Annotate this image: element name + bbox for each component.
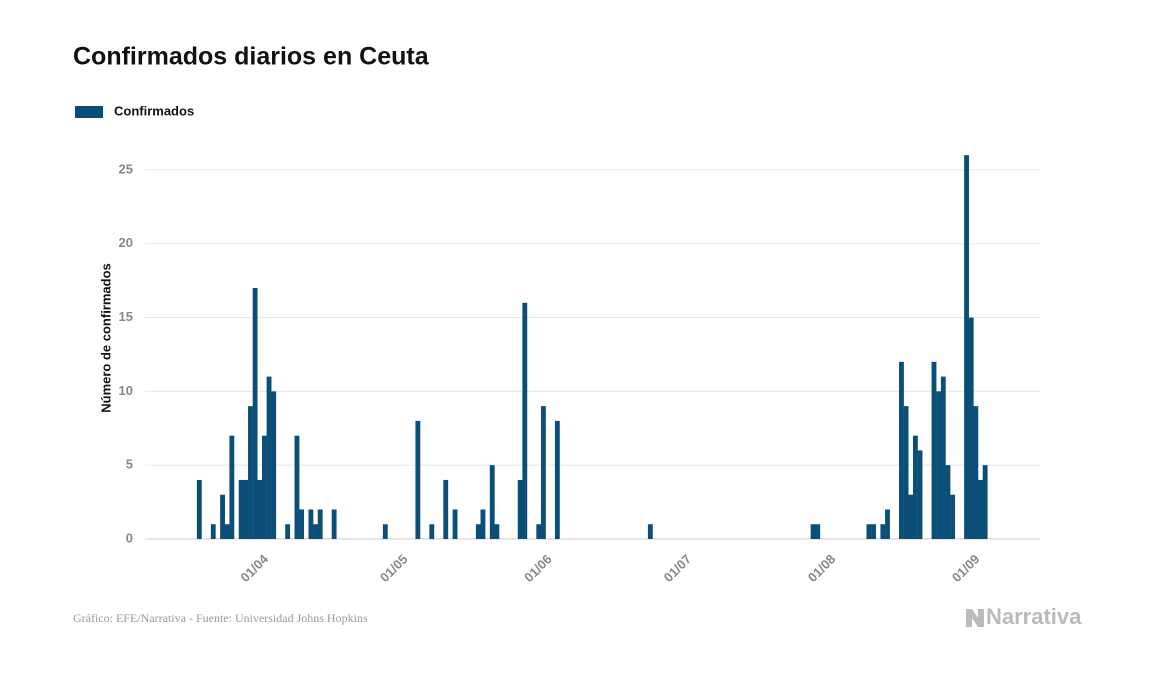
x-tick-label: 01/09: [949, 551, 983, 585]
x-tick-label: 01/05: [377, 551, 411, 585]
y-tick-label: 0: [126, 530, 133, 545]
bar: [317, 509, 323, 539]
logo: Narrativa: [986, 604, 1082, 629]
bar: [494, 524, 500, 539]
bar: [978, 479, 983, 539]
bar: [308, 509, 314, 539]
bar: [982, 465, 988, 539]
logo-icon: [966, 609, 984, 627]
chart-title: Confirmados diarios en Ceuta: [73, 43, 430, 71]
bar: [536, 524, 542, 539]
bar: [940, 376, 946, 539]
bar: [299, 509, 305, 539]
bar: [489, 465, 495, 539]
legend-swatch: [75, 106, 103, 118]
bar: [917, 450, 923, 539]
bar: [266, 376, 272, 539]
bar: [257, 479, 263, 539]
bar: [452, 509, 458, 539]
y-tick-label: 20: [119, 235, 133, 250]
bar: [210, 524, 216, 539]
bar: [220, 494, 225, 539]
bar: [480, 509, 486, 539]
bar: [429, 524, 435, 539]
bar: [224, 524, 230, 539]
bar: [950, 494, 956, 539]
bar: [238, 479, 244, 539]
bar: [880, 524, 886, 539]
bar: [522, 302, 528, 539]
bar: [382, 524, 388, 539]
bar: [415, 420, 421, 539]
y-tick-label: 10: [119, 383, 133, 398]
bar: [936, 391, 942, 539]
bar: [443, 479, 449, 539]
bar: [252, 288, 258, 539]
bar: [313, 524, 318, 539]
bar: [908, 494, 914, 539]
x-tick-label: 01/08: [805, 551, 839, 585]
bar: [229, 435, 235, 539]
bar: [903, 406, 909, 539]
bar: [815, 524, 821, 539]
x-tick-label: 01/06: [521, 551, 555, 585]
bar: [885, 509, 890, 539]
bar: [554, 420, 560, 539]
bar: [517, 479, 523, 539]
bar: [196, 479, 202, 539]
bar: [973, 406, 979, 539]
bar: [912, 435, 918, 539]
bar: [899, 361, 904, 539]
bar: [647, 524, 653, 539]
bar: [968, 317, 974, 539]
bar: [964, 155, 969, 540]
bar: [285, 524, 291, 539]
y-axis-title: Número de confirmados: [98, 263, 113, 413]
bar: [331, 509, 337, 539]
bar: [945, 465, 951, 539]
bar: [243, 479, 249, 539]
bar: [475, 524, 481, 539]
bar: [931, 361, 937, 539]
bar: [294, 435, 300, 539]
bar: [871, 524, 876, 539]
bar: [810, 524, 816, 539]
bar: [271, 391, 277, 539]
bar: [866, 524, 872, 539]
bar: [540, 406, 546, 539]
source: Gráfico: EFE/Narrativa - Fuente: Univers…: [73, 611, 368, 625]
x-tick-label: 01/04: [237, 551, 271, 585]
y-tick-label: 15: [119, 309, 133, 324]
legend-label: Confirmados: [114, 103, 194, 118]
y-tick-label: 5: [126, 457, 133, 472]
x-tick-label: 01/07: [661, 551, 695, 585]
bar: [261, 435, 267, 539]
y-tick-label: 25: [119, 161, 133, 176]
bar: [248, 406, 253, 539]
